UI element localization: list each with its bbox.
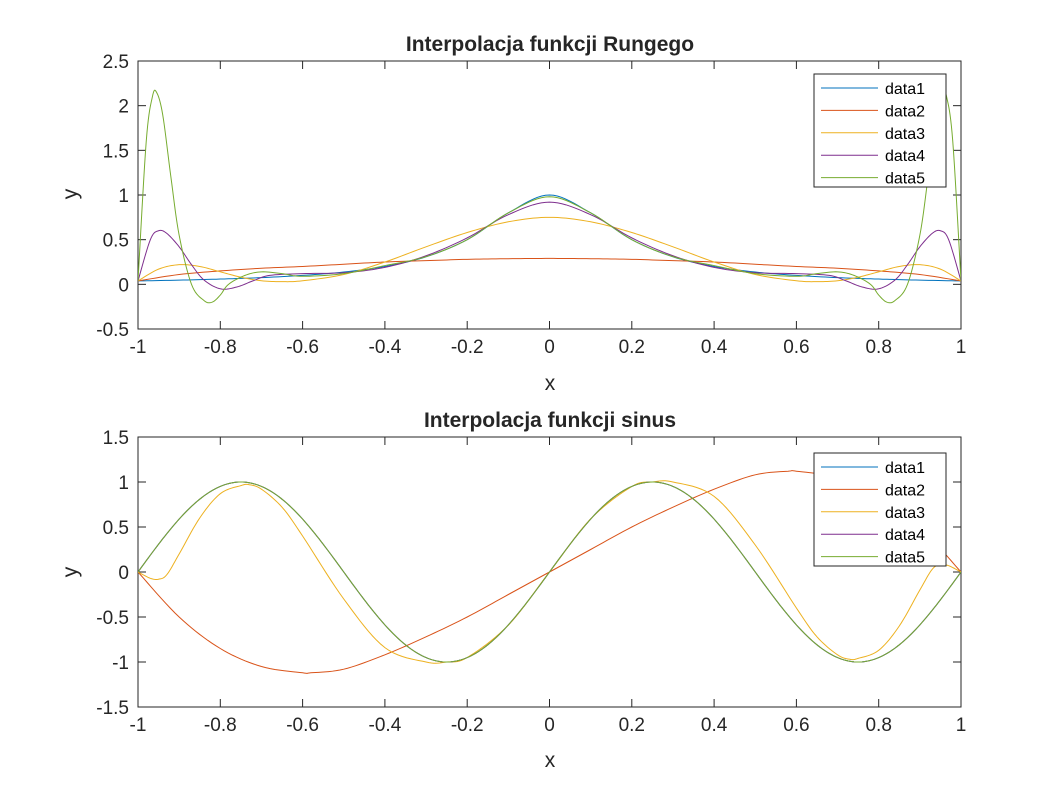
x-tick-label: -0.8	[204, 337, 237, 358]
chart-title-runge: Interpolacja funkcji Rungego	[406, 33, 694, 56]
axis-ticks-sinus: -1 -0.8 -0.6 -0.4 -0.2 0 0.2 0.4 0.6 0.8 1-1.5-1-0…	[96, 428, 966, 736]
y-tick-label: -1.5	[96, 698, 129, 719]
y-tick-label: -0.5	[96, 608, 129, 629]
legend-label: data2	[885, 103, 925, 120]
series-line-data2	[138, 257, 961, 282]
y-tick-label: 0.5	[103, 518, 129, 539]
y-axis-label-sinus: y	[59, 566, 82, 577]
x-tick-label: 0.4	[701, 337, 728, 358]
legend-label: data3	[885, 505, 925, 522]
series-lines-runge	[138, 89, 961, 304]
x-tick-label: -0.6	[286, 715, 319, 736]
subplot-sinus: Interpolacja funkcji sinus -1 -0.8 -0.6 -0.…	[59, 409, 966, 772]
series-line-data5	[138, 89, 961, 304]
series-group	[138, 89, 961, 304]
x-tick-label: -0.4	[369, 715, 402, 736]
legend-label: data3	[885, 126, 925, 143]
subplot-runge: Interpolacja funkcji Rungego -1 -0.8 -0.6-…	[59, 33, 966, 395]
legend-label: data1	[885, 81, 925, 98]
series-line-data3	[138, 216, 961, 283]
legend-label: data4	[885, 527, 925, 544]
x-tick-label: 0.6	[783, 715, 809, 736]
y-tick-label: -0.5	[96, 320, 129, 341]
legend-label: data5	[885, 550, 925, 567]
legend-label: data2	[885, 482, 925, 499]
x-tick-label: -1	[130, 337, 147, 358]
x-tick-label: -0.8	[204, 715, 237, 736]
x-tick-label: -0.2	[451, 715, 484, 736]
legend-label: data1	[885, 460, 925, 477]
x-tick-label: 1	[956, 715, 967, 736]
series-line-data4	[138, 201, 961, 290]
y-tick-label: 1	[118, 186, 129, 207]
y-tick-label: 1	[118, 473, 129, 494]
legend-box	[813, 73, 947, 188]
x-tick-label: -0.4	[369, 337, 402, 358]
x-tick-label: 0.6	[783, 337, 809, 358]
legend-label: data5	[885, 171, 925, 188]
x-tick-label: -0.6	[286, 337, 319, 358]
y-tick-label: 2	[118, 97, 129, 118]
y-tick-label: 1.5	[103, 141, 129, 162]
x-tick-label: 0.4	[701, 715, 728, 736]
series-lines-sinus	[138, 470, 961, 674]
x-tick-label: 0	[544, 337, 555, 358]
y-tick-label: 0	[118, 275, 129, 296]
series-group	[138, 470, 961, 674]
x-tick-label: -0.2	[451, 337, 484, 358]
x-tick-label: 0.8	[865, 337, 891, 358]
chart-title-sinus: Interpolacja funkcji sinus	[424, 409, 676, 432]
y-tick-label: 2.5	[103, 52, 129, 73]
x-tick-label: 0.2	[619, 715, 645, 736]
legend-label: data4	[885, 148, 925, 165]
x-tick-label: -1	[130, 715, 147, 736]
x-tick-label: 0.2	[619, 337, 645, 358]
series-line-data5	[138, 481, 961, 663]
y-tick-label: 1.5	[103, 428, 129, 449]
y-axis-label-runge: y	[59, 188, 82, 199]
x-tick-label: 0	[544, 715, 555, 736]
y-tick-label: 0.5	[103, 231, 129, 252]
legend-runge: data1 data2 data3 data4 data5	[813, 73, 947, 188]
y-tick-label: -1	[112, 653, 129, 674]
legend-box	[813, 452, 947, 567]
x-tick-label: 0.8	[865, 715, 891, 736]
axis-ticks-runge: -1 -0.8 -0.6 -0.4 -0.2 0 0.2 0.4 0.6 0.8 1 -0.5 0 0.5…	[96, 52, 966, 358]
legend-sinus: data1 data2 data3 data4 data5	[813, 452, 947, 567]
x-tick-label: 1	[956, 337, 967, 358]
y-tick-label: 0	[118, 563, 129, 584]
x-axis-label-sinus: x	[545, 749, 556, 772]
series-line-data1	[138, 194, 961, 282]
x-axis-label-runge: x	[545, 372, 556, 395]
